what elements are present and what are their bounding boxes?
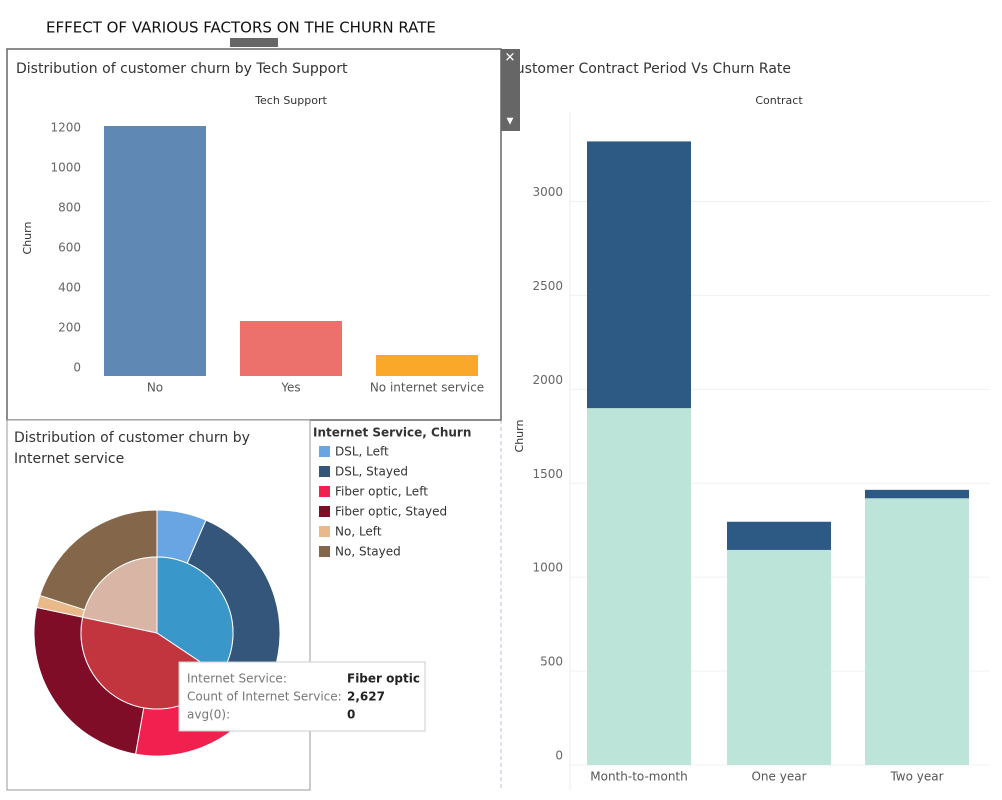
bar: [376, 355, 478, 376]
pie-chart: Distribution of customer churn by Intern…: [6, 419, 471, 791]
legend-swatch: [319, 486, 330, 497]
legend-label: No, Stayed: [335, 545, 401, 559]
legend-label: Fiber optic, Left: [335, 485, 428, 499]
y-tick-label: 1500: [532, 467, 563, 481]
title-box: Distribution of customer churn by Intern…: [14, 430, 250, 467]
y-tick-label: 500: [540, 655, 563, 669]
y-tick-label: 1000: [50, 161, 81, 175]
y-axis-label: Churn: [513, 420, 526, 453]
tooltip-value: 0: [347, 708, 355, 722]
bar-segment: [727, 549, 831, 765]
x-tick-label: Two year: [889, 770, 943, 784]
tooltip-key: Internet Service:: [187, 672, 287, 686]
inner-slice: [82, 556, 158, 634]
y-tick-label: 3000: [532, 185, 563, 199]
bar: [240, 321, 342, 376]
legend-swatch: [319, 506, 330, 517]
bar-segment: [865, 498, 969, 765]
legend-swatch: [319, 446, 330, 457]
drag-handle[interactable]: [230, 38, 278, 47]
legend-swatch: [319, 546, 330, 557]
tooltip-value: 2,627: [347, 690, 385, 704]
tooltip-value: Fiber optic: [347, 672, 420, 686]
legend-label: DSL, Stayed: [335, 465, 408, 479]
legend-label: DSL, Left: [335, 445, 389, 459]
chart-title: Distribution of customer churn by Intern…: [14, 430, 250, 467]
y-tick-label: 0: [73, 361, 81, 375]
y-tick-label: 800: [58, 201, 81, 215]
tooltip-key: Count of Internet Service:: [187, 690, 342, 704]
tooltip-key: avg(0):: [187, 708, 230, 722]
contract-chart: Customer Contract Period Vs Churn Rate C…: [506, 61, 990, 790]
x-tick-label: No internet service: [370, 381, 484, 395]
y-tick-label: 2500: [532, 279, 563, 293]
dashboard-title: EFFECT OF VARIOUS FACTORS ON THE CHURN R…: [46, 19, 436, 37]
y-tick-label: 400: [58, 281, 81, 295]
tooltip-box: [178, 661, 426, 732]
x-tick-label: No: [147, 381, 163, 395]
y-tick-label: 2000: [532, 373, 563, 387]
bar: [104, 126, 206, 376]
legend-swatch: [319, 526, 330, 537]
y-tick-label: 1000: [532, 561, 563, 575]
chart-title: Customer Contract Period Vs Churn Rate: [506, 61, 791, 77]
y-tick-label: 0: [555, 749, 563, 763]
y-tick-label: 200: [58, 321, 81, 335]
legend-label: No, Left: [335, 525, 382, 539]
legend-label: Fiber optic, Stayed: [335, 505, 447, 519]
legend-title: Internet Service, Churn: [313, 426, 471, 440]
chart-subtitle: Contract: [755, 94, 803, 107]
x-tick-label: Month-to-month: [590, 770, 688, 784]
bar-segment: [587, 408, 691, 765]
chart-title: Distribution of customer churn by Tech S…: [16, 61, 348, 77]
x-tick-label: Yes: [280, 381, 300, 395]
tooltip: Internet Service: Fiber optic Count of Int…: [178, 661, 426, 732]
chart-subtitle: Tech Support: [254, 94, 327, 107]
tech-chart: ✕ ▼ Distribution of customer churn by Te…: [6, 38, 520, 421]
y-tick-label: 1200: [50, 121, 81, 135]
bar-segment: [727, 521, 831, 550]
bar-segment: [865, 489, 969, 499]
close-icon[interactable]: ✕: [505, 51, 516, 66]
y-axis-label: Churn: [21, 222, 34, 255]
legend-swatch: [319, 466, 330, 477]
bar-segment: [587, 141, 691, 409]
menu-icon[interactable]: ▼: [507, 117, 514, 127]
y-tick-label: 600: [58, 241, 81, 255]
x-tick-label: One year: [751, 770, 806, 784]
toolbar: [501, 49, 520, 131]
